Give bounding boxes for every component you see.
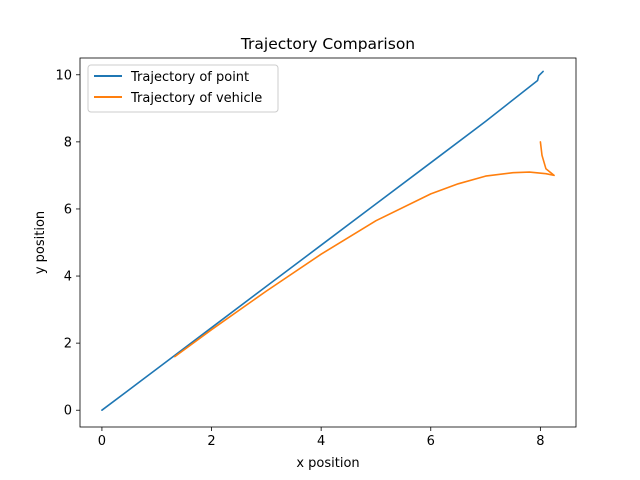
series-layer [101,70,555,412]
x-axis-label: x position [296,456,359,471]
y-tick-label: 6 [64,202,72,217]
series-line-1 [174,141,555,358]
y-axis-ticks: 0 2 4 6 8 10 [55,68,80,419]
series-line-0 [101,70,544,412]
y-tick-label: 2 [64,337,72,352]
legend-box [87,64,279,113]
legend-label-point: Trajectory of point [130,70,249,85]
y-tick-label: 4 [64,270,72,285]
x-axis-ticks: 0 2 4 6 8 [98,427,545,449]
plot-area [79,57,577,428]
y-axis-label: y position [33,211,48,274]
y-tick-label: 10 [55,68,72,83]
y-tick-label: 0 [64,404,72,419]
legend-label-vehicle: Trajectory of vehicle [130,91,262,106]
x-tick-label: 2 [207,434,215,449]
axes-frame [79,57,577,428]
chart-title: Trajectory Comparison [240,35,415,53]
x-tick-label: 4 [317,434,325,449]
legend: Trajectory of point Trajectory of vehicl… [87,64,279,113]
x-tick-label: 0 [98,434,106,449]
x-tick-label: 6 [427,434,435,449]
y-tick-label: 8 [64,135,72,150]
x-tick-label: 8 [536,434,544,449]
